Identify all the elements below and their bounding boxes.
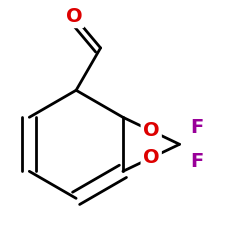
Text: O: O	[143, 121, 160, 140]
Text: F: F	[190, 152, 203, 171]
Text: F: F	[190, 118, 203, 137]
Text: O: O	[143, 148, 160, 167]
Text: O: O	[66, 7, 82, 26]
